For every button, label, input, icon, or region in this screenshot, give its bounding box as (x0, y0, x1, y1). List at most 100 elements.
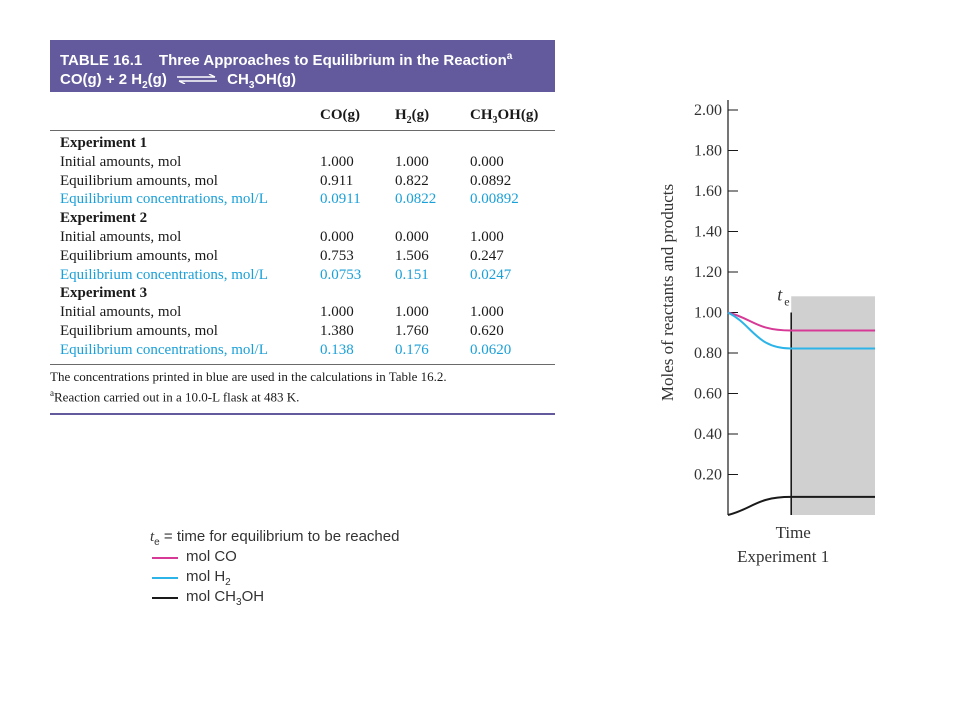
row-label: Initial amounts, mol (60, 153, 182, 170)
footnote-blue: The concentrations printed in blue are u… (50, 368, 447, 384)
cell-ch3oh: 0.0247 (470, 266, 512, 283)
footnote-a-text: Reaction carried out in a 10.0-L flask a… (54, 388, 300, 404)
table-body: CO(g) H2(g) CH3OH(g) Experiment 1 Initial… (50, 92, 555, 415)
legend-te-definition: te = time for equilibrium to be reached (150, 527, 400, 548)
y-tick-label: 1.20 (694, 264, 722, 281)
cell-h2: 0.151 (395, 266, 429, 283)
legend-label-ch3oh-a: mol CH (186, 588, 237, 605)
column-header-ch3oh-b: OH(g) (497, 107, 539, 123)
series-line-0 (727, 311, 875, 332)
reaction-left-end: (g) (147, 71, 167, 88)
y-tick-label: 0.40 (694, 426, 722, 443)
legend-te-text: = time for equilibrium to be reached (159, 528, 400, 545)
cell-co: 1.380 (320, 322, 354, 339)
table-row: Equilibrium amounts, mol 0.753 1.506 0.247 (50, 247, 555, 266)
y-tick-label: 0.60 (694, 386, 722, 403)
experiment-heading-row: Experiment 1 (50, 134, 555, 153)
cell-co: 1.000 (320, 304, 354, 321)
column-header-ch3oh-a: CH (470, 107, 493, 123)
table-row: Equilibrium concentrations, mol/L 0.0911 0… (50, 190, 555, 209)
legend-label-ch3oh: mol CH3OH (186, 587, 264, 613)
cell-co: 1.000 (320, 153, 354, 170)
column-header-h2-b: (g) (411, 107, 430, 123)
table-row: Initial amounts, mol 0.000 0.000 1.000 (50, 228, 555, 247)
row-label: Equilibrium concentrations, mol/L (60, 341, 268, 358)
cell-h2: 0.000 (395, 228, 429, 245)
legend-label-h2-a: mol H (186, 568, 226, 585)
legend-item-h2: mol H2 (150, 567, 399, 588)
equilibrium-region (791, 296, 875, 515)
table-row: Initial amounts, mol 1.000 1.000 1.000 (50, 303, 555, 322)
legend-item-ch3oh: mol CH3OH (150, 587, 399, 608)
x-axis-label: Time (776, 523, 811, 542)
y-tick-label: 0.80 (694, 345, 722, 362)
reaction-right: CH (227, 71, 249, 88)
y-tick-label: 1.60 (694, 183, 722, 200)
cell-co: 0.0753 (320, 266, 362, 283)
cell-h2: 0.0822 (395, 191, 437, 208)
footnote-a: aReaction carried out in a 10.0-L flask … (50, 385, 555, 405)
reaction-left: CO(g) + 2 H (60, 71, 143, 88)
cell-h2: 1.760 (395, 322, 429, 339)
column-header-h2-a: H (395, 107, 407, 123)
legend-swatch-ch3oh (152, 597, 178, 599)
legend-te-sub: e (154, 537, 160, 548)
chart-subtitle: Experiment 1 (737, 547, 829, 566)
cell-h2: 1.000 (395, 304, 429, 321)
cell-co: 0.0911 (320, 191, 361, 208)
legend-label-co: mol CO (186, 548, 237, 565)
row-label: Equilibrium amounts, mol (60, 322, 218, 339)
column-header-ch3oh: CH3OH(g) (470, 107, 538, 126)
table-row: Initial amounts, mol 1.000 1.000 0.000 (50, 153, 555, 172)
cell-ch3oh: 0.247 (470, 247, 504, 264)
y-tick-label: 1.00 (694, 305, 722, 322)
footnote-a-mark: a (50, 387, 54, 398)
row-label: Initial amounts, mol (60, 304, 182, 321)
table-row: Equilibrium concentrations, mol/L 0.0753 0… (50, 266, 555, 285)
table-title-footnote-mark: a (506, 51, 513, 62)
row-label: Equilibrium concentrations, mol/L (60, 266, 268, 283)
experiment-heading-row: Experiment 2 (50, 209, 555, 228)
experiment-heading-row: Experiment 3 (50, 284, 555, 303)
cell-h2: 0.176 (395, 341, 429, 358)
chart-legend: te = time for equilibrium to be reached … (150, 527, 400, 608)
table-row: Equilibrium amounts, mol 1.380 1.760 0.620 (50, 322, 555, 341)
y-tick-label: 0.20 (694, 467, 722, 484)
row-label: Experiment 3 (60, 285, 148, 302)
legend-swatch-h2 (152, 577, 178, 579)
y-tick-label: 1.40 (694, 224, 722, 241)
column-header-ch3oh-sub: 3 (492, 115, 498, 126)
column-header-co: CO(g) (320, 107, 360, 123)
row-label: Experiment 2 (60, 210, 148, 227)
equilibrium-arrow-icon (176, 70, 217, 89)
table-row: Equilibrium amounts, mol 0.911 0.822 0.0892 (50, 172, 555, 191)
column-header-h2-sub: 2 (406, 115, 412, 126)
cell-ch3oh: 0.0892 (470, 172, 512, 189)
row-label: Equilibrium amounts, mol (60, 172, 218, 189)
table-reaction: CO(g) + 2 H2(g) CH3OH(g) (60, 70, 545, 95)
table-number: TABLE 16.1 (60, 52, 143, 69)
row-label: Initial amounts, mol (60, 228, 182, 245)
experiment-chart: 2.00 1.80 1.60 1.40 1.20 1.00 0.80 0.60 0.40 0.20… (645, 90, 885, 585)
row-label: Equilibrium concentrations, mol/L (60, 191, 268, 208)
y-tick-label: 2.00 (694, 102, 722, 119)
cell-h2: 1.506 (395, 247, 429, 264)
legend-swatch-co (152, 557, 178, 559)
legend-label-h2-sub: 2 (225, 577, 231, 588)
series-line-2 (727, 495, 875, 516)
legend-label-ch3oh-b: OH (241, 588, 265, 605)
table-row: Equilibrium concentrations, mol/L 0.138 0.… (50, 341, 555, 360)
equilibrium-table: TABLE 16.1 Three Approaches to Equilibri… (50, 40, 555, 415)
legend-label-h2: mol H2 (186, 567, 231, 593)
cell-co: 0.138 (320, 341, 354, 358)
y-tick-label: 1.80 (694, 143, 722, 160)
cell-h2: 0.822 (395, 172, 429, 189)
row-label: Equilibrium amounts, mol (60, 247, 218, 264)
cell-ch3oh: 0.00892 (470, 191, 519, 208)
table-rows: Experiment 1 Initial amounts, mol 1.000 1.0… (50, 131, 555, 364)
column-header-row: CO(g) H2(g) CH3OH(g) (50, 92, 555, 131)
y-axis-label: Moles of reactants and products (658, 184, 677, 401)
table-header: TABLE 16.1 Three Approaches to Equilibri… (50, 40, 555, 92)
row-label: Experiment 1 (60, 135, 148, 151)
table-title: Three Approaches to Equilibrium in the R… (158, 52, 507, 69)
